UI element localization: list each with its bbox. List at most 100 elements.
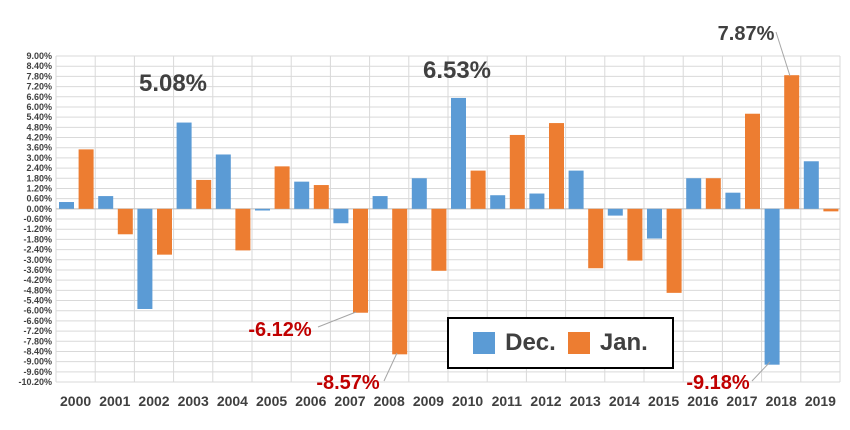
annotation-label: -6.12% (248, 319, 312, 341)
bar-dec-2019 (803, 161, 819, 209)
bar-dec-2017 (725, 192, 741, 209)
bar-dec-2016 (686, 178, 702, 209)
annotations: 5.08% 6.53% 7.87% -6.12% -8.57% -9.18% (139, 23, 791, 394)
y-tick-label: 0.60% (26, 194, 52, 204)
y-axis-ticks: 9.00%8.40%7.80%7.20%6.60%6.00%5.40%4.80%… (18, 51, 52, 387)
bar-jan-2009 (431, 208, 447, 271)
y-tick-label: -0.60% (23, 214, 52, 224)
annotation-label: 7.87% (718, 23, 775, 45)
bar-jan-2005 (274, 166, 290, 209)
legend-item-jan: Jan. (567, 329, 648, 357)
y-tick-label: 3.60% (26, 143, 52, 153)
bar-jan-2004 (235, 208, 251, 251)
bar-jan-2015 (666, 208, 682, 293)
annotation-leader-line (751, 361, 771, 382)
bar-jan-2002 (157, 208, 172, 255)
bar-dec-2001 (98, 196, 114, 209)
bar-dec-2005 (255, 208, 270, 211)
x-tick-label: 2005 (256, 393, 287, 409)
annotation-label: 6.53% (423, 57, 491, 84)
x-tick-label: 2013 (570, 393, 601, 409)
y-tick-label: -9.00% (23, 357, 52, 367)
y-tick-label: -8.40% (23, 346, 52, 356)
x-tick-label: 2014 (609, 393, 640, 409)
bar-jan-2013 (588, 208, 604, 269)
x-tick-label: 2016 (687, 393, 718, 409)
bar-dec-2002 (137, 208, 153, 309)
x-tick-label: 2018 (766, 393, 797, 409)
bars (59, 75, 839, 365)
bar-dec-2009 (411, 178, 427, 209)
x-tick-label: 2003 (178, 393, 209, 409)
bar-jan-2011 (509, 134, 525, 209)
bar-dec-2004 (215, 154, 231, 209)
legend-item-dec: Dec. (473, 329, 556, 357)
y-tick-label: -6.00% (23, 306, 52, 316)
y-tick-label: 7.20% (26, 82, 52, 92)
legend-swatch-jan (567, 332, 590, 354)
x-axis-ticks: 2000 2001 2002 2003 2004 2005 2006 2007 2008 2009… (60, 393, 836, 409)
legend-label-jan: Jan. (599, 329, 648, 356)
x-tick-label: 2001 (99, 393, 130, 409)
y-tick-label: -7.80% (23, 336, 52, 346)
bar-jan-2001 (117, 208, 133, 235)
x-tick-label: 2012 (530, 393, 561, 409)
annotation-leader-line (317, 311, 357, 328)
y-tick-label: 2.40% (26, 163, 52, 173)
y-tick-label: 6.00% (26, 102, 52, 112)
bar-jan-2007 (353, 208, 368, 313)
bar-dec-2000 (59, 202, 74, 209)
y-tick-label: -7.20% (23, 326, 52, 336)
annotation-label: 5.08% (139, 70, 207, 97)
bar-jan-2019 (823, 208, 839, 212)
y-tick-label: 3.00% (26, 153, 52, 163)
annotation-leader-line (383, 352, 398, 382)
y-tick-label: -6.60% (23, 316, 52, 326)
y-tick-label: -2.40% (23, 245, 52, 255)
x-tick-label: 2006 (295, 393, 326, 409)
x-tick-label: 2007 (334, 393, 365, 409)
y-tick-label: -3.60% (23, 265, 52, 275)
x-tick-label: 2008 (374, 393, 405, 409)
x-tick-label: 2011 (492, 393, 523, 409)
bar-jan-2006 (313, 185, 329, 209)
x-tick-label: 2015 (648, 393, 679, 409)
x-tick-label: 2009 (413, 393, 444, 409)
annotation-label: -8.57% (316, 372, 380, 394)
bar-dec-2010 (451, 97, 466, 209)
x-tick-label: 2010 (452, 393, 483, 409)
bar-dec-2011 (490, 195, 506, 209)
y-tick-label: -3.00% (23, 255, 52, 265)
bar-jan-2010 (470, 170, 486, 209)
legend-swatch-dec (473, 332, 496, 354)
bar-jan-2017 (745, 113, 760, 209)
y-tick-label: 4.80% (26, 122, 52, 132)
bar-jan-2008 (392, 208, 408, 355)
bar-jan-2014 (627, 208, 643, 261)
bar-jan-2000 (78, 149, 94, 209)
bar-dec-2014 (607, 208, 623, 216)
x-tick-label: 2017 (726, 393, 757, 409)
y-tick-label: -10.20% (18, 377, 52, 387)
bar-jan-2018 (784, 75, 800, 209)
legend: Dec. Jan. (447, 317, 674, 369)
annotation-leader-line (775, 31, 791, 77)
bar-dec-2013 (568, 170, 584, 209)
x-tick-label: 2004 (217, 393, 248, 409)
y-tick-label: -4.80% (23, 285, 52, 295)
y-tick-label: -9.60% (23, 367, 52, 377)
bar-dec-2012 (529, 193, 545, 209)
legend-label-dec: Dec. (505, 329, 556, 356)
y-tick-label: 7.80% (26, 71, 52, 81)
x-tick-label: 2019 (805, 393, 836, 409)
y-tick-label: 0.00% (26, 204, 52, 214)
bar-dec-2007 (333, 208, 349, 224)
y-tick-label: -1.20% (23, 224, 52, 234)
y-tick-label: -4.20% (23, 275, 52, 285)
y-tick-label: 5.40% (26, 112, 52, 122)
bar-jan-2003 (196, 179, 212, 209)
y-tick-label: 4.20% (26, 133, 52, 143)
bar-dec-2018 (764, 208, 780, 365)
